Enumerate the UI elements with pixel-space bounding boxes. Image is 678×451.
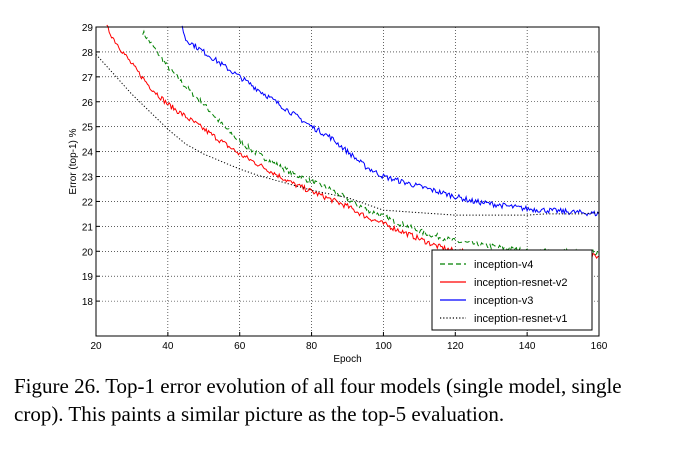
- x-axis-label: Epoch: [333, 354, 361, 365]
- series-lines: [95, 24, 600, 261]
- x-tick-label: 40: [162, 341, 174, 352]
- y-tick-label: 24: [82, 148, 94, 159]
- y-tick-label: 29: [82, 23, 94, 34]
- x-tick-label: 80: [306, 341, 318, 352]
- legend-label: inception-resnet-v1: [474, 313, 568, 325]
- y-axis-label: Error (top-1) %: [68, 128, 79, 194]
- x-tick-label: 160: [591, 341, 608, 352]
- y-tick-label: 19: [82, 272, 94, 283]
- figure-caption: Figure 26. Top-1 error evolution of all …: [14, 374, 622, 426]
- error-evolution-chart: 20 40 60 80 100 120 140 160 18 19 20 21 22 23 24 25 26 27…: [68, 23, 608, 365]
- series-line-inception-v4: [142, 29, 600, 257]
- legend: inception-v4 inception-resnet-v2 inception…: [431, 249, 593, 331]
- series-line-inception-v3: [181, 25, 600, 217]
- y-tick-label: 23: [82, 173, 94, 184]
- y-tick-label: 21: [82, 222, 94, 233]
- y-tick-label: 27: [82, 73, 94, 84]
- x-tick-label: 100: [375, 341, 392, 352]
- legend-box: [431, 249, 593, 331]
- tick-labels: 20 40 60 80 100 120 140 160 18 19 20 21 22 23 24 25 26 27…: [82, 23, 608, 352]
- x-tick-label: 20: [90, 341, 102, 352]
- series-line-inception-resnet-v2: [106, 24, 600, 261]
- legend-label: inception-resnet-v2: [474, 277, 568, 289]
- y-tick-label: 22: [82, 197, 94, 208]
- y-tick-label: 28: [82, 48, 94, 59]
- series-line-inception-resnet-v1: [95, 54, 600, 216]
- x-tick-label: 60: [234, 341, 246, 352]
- y-tick-label: 20: [82, 247, 94, 258]
- legend-label: inception-v4: [474, 259, 533, 271]
- y-tick-label: 26: [82, 98, 94, 109]
- plot-frame: [95, 26, 600, 337]
- x-tick-label: 120: [447, 341, 464, 352]
- y-tick-label: 25: [82, 123, 94, 134]
- x-tick-label: 140: [519, 341, 536, 352]
- legend-label: inception-v3: [474, 295, 533, 307]
- y-tick-label: 18: [82, 297, 94, 308]
